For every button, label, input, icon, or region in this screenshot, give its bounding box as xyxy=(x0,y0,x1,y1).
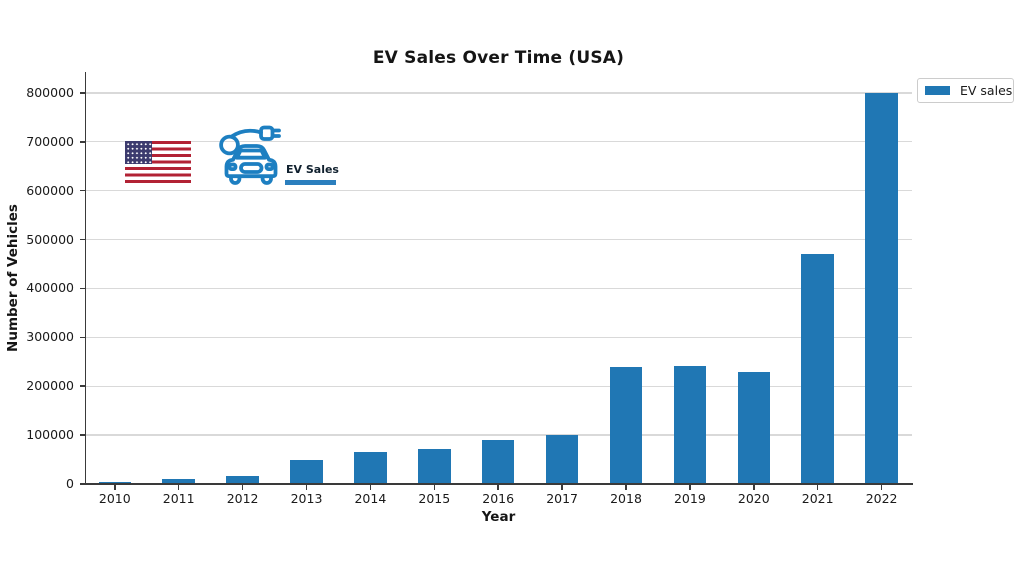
y-tick-label: 0 xyxy=(66,476,74,491)
y-tick-mark xyxy=(80,140,86,143)
x-tick-mark xyxy=(880,485,883,490)
x-axis-spine xyxy=(84,483,913,485)
x-tick-mark xyxy=(433,485,436,490)
ev-car-charging-icon xyxy=(217,123,285,187)
y-tick-label: 400000 xyxy=(26,280,74,296)
x-tick-label: 2017 xyxy=(546,491,578,506)
bar-2016 xyxy=(481,440,515,484)
legend: EV sales xyxy=(917,78,1014,103)
y-tick-label: 300000 xyxy=(26,329,74,345)
bar-2018 xyxy=(609,366,643,484)
bar-2021 xyxy=(801,254,834,484)
y-tick-label: 200000 xyxy=(26,378,74,394)
legend-swatch-ev-sales xyxy=(925,86,950,95)
bar-2020 xyxy=(737,371,771,484)
y-gridline xyxy=(85,189,912,192)
bar-2013 xyxy=(290,459,323,484)
bar-2022 xyxy=(865,92,898,484)
x-tick-mark xyxy=(114,485,116,490)
x-tick-label: 2019 xyxy=(673,491,706,506)
y-gridline xyxy=(85,141,912,143)
x-tick-label: 2012 xyxy=(226,491,259,506)
x-tick-label: 2018 xyxy=(610,491,642,506)
x-tick-mark xyxy=(241,485,244,490)
y-gridline xyxy=(85,434,912,436)
inset-caption: EV Sales xyxy=(286,163,339,176)
x-tick-mark xyxy=(305,485,308,490)
us-flag-icon xyxy=(125,141,191,183)
y-gridline xyxy=(85,385,912,387)
x-tick-label: 2016 xyxy=(482,491,515,506)
x-tick-mark xyxy=(689,485,691,490)
x-tick-label: 2015 xyxy=(418,491,451,506)
y-tick-mark xyxy=(80,189,86,192)
y-tick-mark xyxy=(80,483,86,485)
x-tick-mark xyxy=(497,485,499,490)
y-tick-mark xyxy=(80,287,86,290)
bar-2019 xyxy=(673,365,707,484)
inset-caption-underline xyxy=(285,180,336,185)
y-tick-label: 800000 xyxy=(26,84,74,100)
us-flag-canton xyxy=(125,141,152,164)
y-axis-spine xyxy=(84,72,87,485)
x-tick-mark xyxy=(625,485,627,490)
legend-label: EV sales xyxy=(960,83,1013,98)
x-tick-label: 2022 xyxy=(865,491,898,506)
y-tick-mark xyxy=(80,238,86,241)
bar-2012 xyxy=(226,476,259,484)
x-tick-label: 2014 xyxy=(354,491,387,506)
x-tick-mark xyxy=(177,485,180,490)
x-tick-label: 2010 xyxy=(98,491,131,506)
x-tick-label: 2013 xyxy=(290,491,323,506)
bar-2017 xyxy=(545,435,579,484)
y-tick-label: 700000 xyxy=(26,133,74,149)
bar-2014 xyxy=(354,452,387,484)
y-tick-label: 600000 xyxy=(26,182,74,198)
x-tick-mark xyxy=(753,485,755,490)
x-tick-label: 2021 xyxy=(801,491,834,506)
y-gridline xyxy=(85,238,912,241)
bar-2010 xyxy=(98,482,132,484)
y-tick-label: 500000 xyxy=(26,231,74,247)
y-gridline xyxy=(85,92,912,94)
y-tick-mark xyxy=(80,92,86,94)
x-tick-label: 2011 xyxy=(162,491,195,506)
y-tick-mark xyxy=(80,385,86,388)
y-tick-mark xyxy=(80,336,86,339)
x-tick-mark xyxy=(369,485,372,490)
y-tick-label: 100000 xyxy=(26,427,74,443)
x-axis-label: Year xyxy=(481,509,516,525)
bar-2011 xyxy=(162,478,195,484)
y-tick-mark xyxy=(80,434,86,436)
x-tick-mark xyxy=(816,485,819,490)
y-gridline xyxy=(85,287,912,290)
y-gridline xyxy=(85,336,912,339)
x-tick-label: 2020 xyxy=(737,491,770,506)
bar-2015 xyxy=(418,448,451,484)
chart-title: EV Sales Over Time (USA) xyxy=(372,48,625,68)
x-tick-mark xyxy=(561,485,563,490)
